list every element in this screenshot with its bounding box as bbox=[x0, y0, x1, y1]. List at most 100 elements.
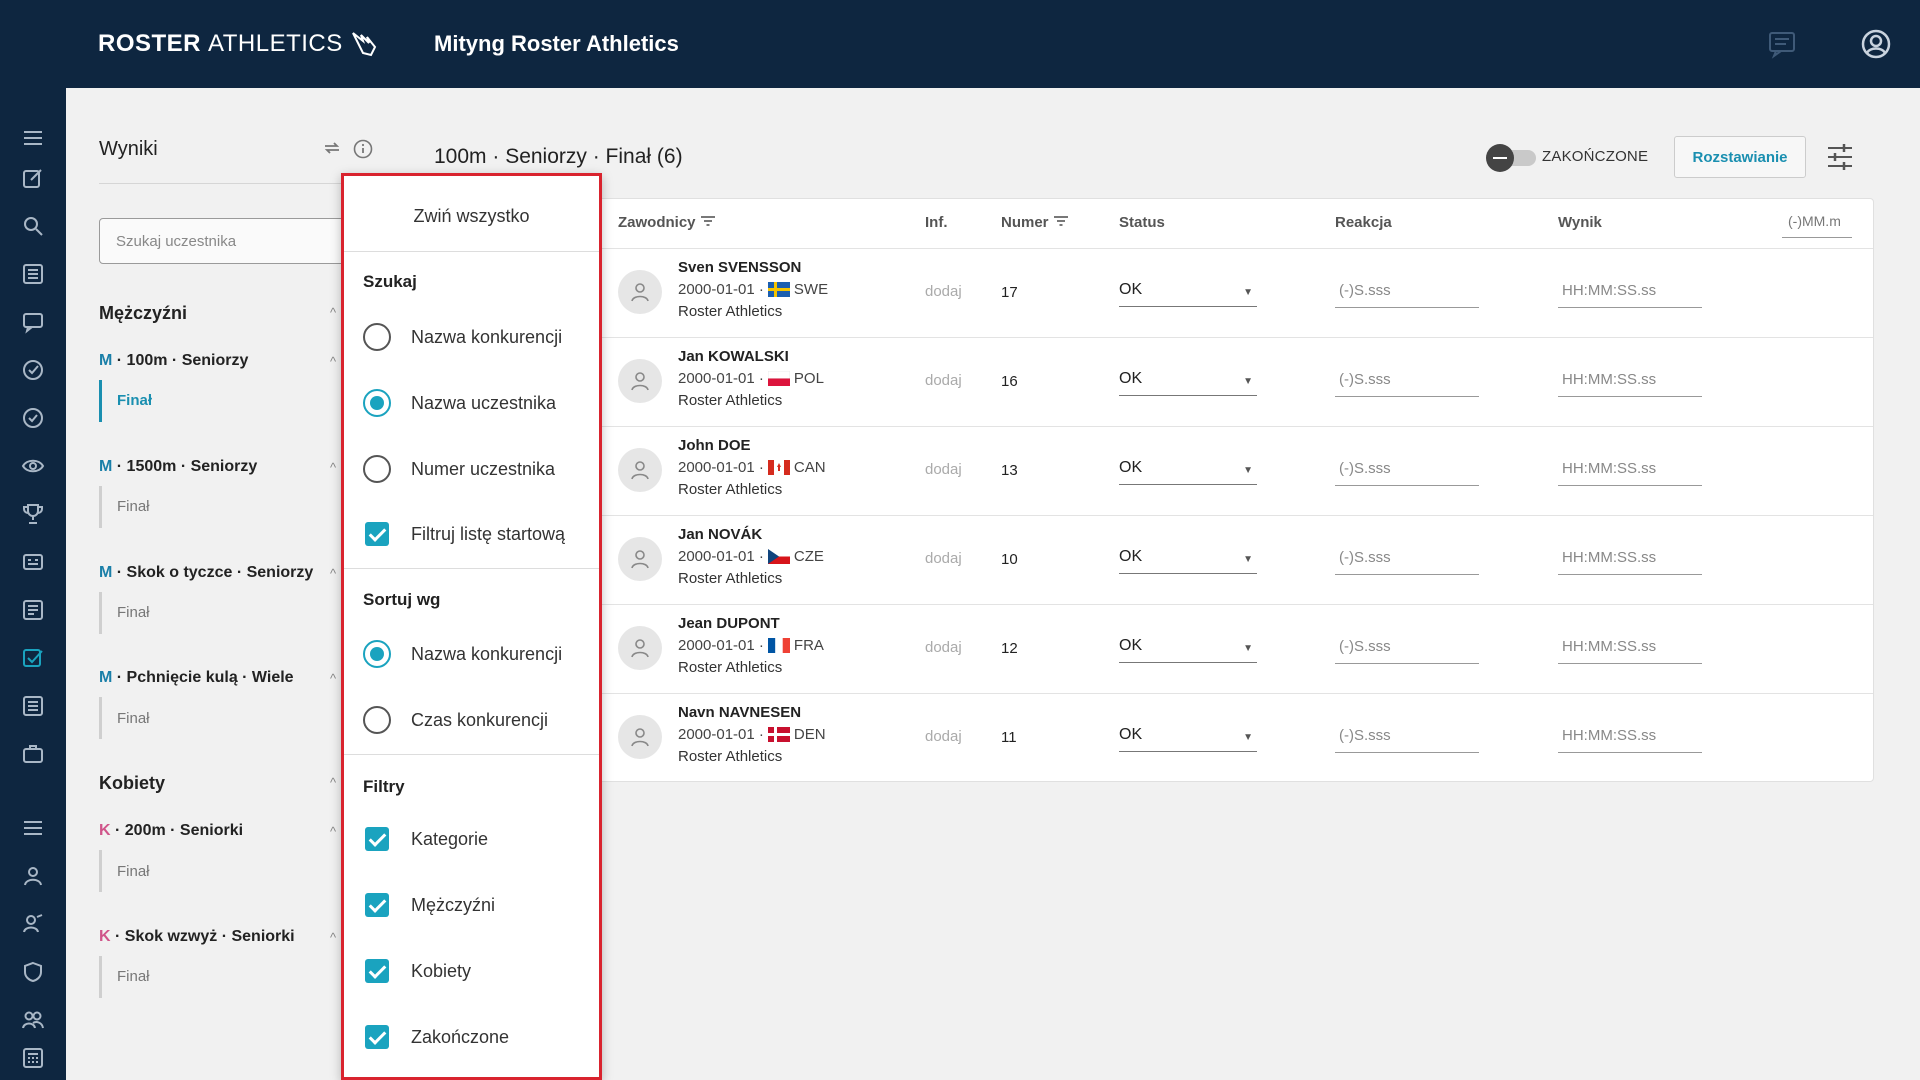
search-icon[interactable] bbox=[21, 214, 45, 238]
chevron-up-icon[interactable]: ^ bbox=[330, 305, 337, 320]
result-input[interactable]: HH:MM:SS.ss bbox=[1558, 638, 1702, 664]
reaction-input[interactable]: (-)S.sss bbox=[1335, 282, 1479, 308]
reaction-input[interactable]: (-)S.sss bbox=[1335, 460, 1479, 486]
chevron-up-icon[interactable]: ^ bbox=[330, 460, 337, 475]
checkbox-checked-icon[interactable] bbox=[365, 1025, 389, 1049]
swap-icon[interactable] bbox=[322, 138, 342, 158]
event-item[interactable]: K · 200m · Seniorki bbox=[99, 822, 243, 840]
brand-logo[interactable]: ROSTER ATHLETICS bbox=[98, 30, 379, 58]
filter-icon[interactable] bbox=[1053, 215, 1069, 227]
checkbox-checked-icon[interactable] bbox=[365, 959, 389, 983]
list-icon[interactable] bbox=[21, 694, 45, 718]
inf-add-link[interactable]: dodaj bbox=[925, 728, 962, 745]
checkbox-checked-icon[interactable] bbox=[365, 893, 389, 917]
collapse-all-button[interactable]: Zwiń wszystko bbox=[344, 176, 599, 252]
status-select[interactable]: OK ▼ bbox=[1119, 370, 1257, 396]
inf-add-link[interactable]: dodaj bbox=[925, 372, 962, 389]
athlete-name[interactable]: Sven SVENSSON bbox=[678, 259, 802, 276]
radio-checked-icon[interactable] bbox=[363, 640, 391, 668]
round-item[interactable]: Finał bbox=[117, 863, 150, 880]
col-athletes-header[interactable]: Zawodnicy bbox=[618, 214, 716, 231]
athlete-name[interactable]: Navn NAVNESEN bbox=[678, 704, 802, 721]
result-input[interactable]: HH:MM:SS.ss bbox=[1558, 727, 1702, 753]
event-item[interactable]: M · Skok o tyczce · Seniorzy bbox=[99, 564, 313, 582]
menu-icon[interactable] bbox=[21, 816, 45, 840]
coach-icon[interactable] bbox=[21, 912, 45, 936]
athlete-name[interactable]: Jean DUPONT bbox=[678, 615, 780, 632]
radio-unchecked-icon[interactable] bbox=[363, 323, 391, 351]
round-item[interactable]: Finał bbox=[117, 498, 150, 515]
eye-icon[interactable] bbox=[21, 454, 45, 478]
radio-unchecked-icon[interactable] bbox=[363, 706, 391, 734]
reaction-input[interactable]: (-)S.sss bbox=[1335, 371, 1479, 397]
search-option[interactable]: Nazwa konkurencji bbox=[363, 322, 562, 352]
status-select[interactable]: OK ▼ bbox=[1119, 726, 1257, 752]
col-number-header[interactable]: Numer bbox=[1001, 214, 1069, 231]
document-icon[interactable] bbox=[21, 598, 45, 622]
avatar[interactable] bbox=[618, 626, 662, 670]
chevron-up-icon[interactable]: ^ bbox=[330, 566, 337, 581]
sort-option[interactable]: Nazwa konkurencji bbox=[363, 639, 562, 669]
avatar[interactable] bbox=[618, 270, 662, 314]
calculator-icon[interactable] bbox=[21, 1046, 45, 1070]
chevron-up-icon[interactable]: ^ bbox=[330, 354, 337, 369]
checkbox-icon[interactable] bbox=[21, 646, 45, 670]
shield-icon[interactable] bbox=[21, 960, 45, 984]
info-icon[interactable] bbox=[352, 138, 374, 160]
group-men[interactable]: Mężczyźni bbox=[99, 303, 188, 323]
round-item[interactable]: Finał bbox=[117, 968, 150, 985]
result-input[interactable]: HH:MM:SS.ss bbox=[1558, 549, 1702, 575]
result-input[interactable]: HH:MM:SS.ss bbox=[1558, 282, 1702, 308]
athlete-name[interactable]: Jan NOVÁK bbox=[678, 526, 763, 543]
sort-option[interactable]: Czas konkurencji bbox=[363, 705, 548, 735]
checkbox-checked-icon[interactable] bbox=[365, 522, 389, 546]
group-icon[interactable] bbox=[21, 1008, 45, 1032]
result-input[interactable]: HH:MM:SS.ss bbox=[1558, 460, 1702, 486]
search-participant-input[interactable]: Szukaj uczestnika bbox=[99, 218, 359, 264]
round-item[interactable]: Finał bbox=[117, 604, 150, 621]
chat-icon[interactable] bbox=[21, 310, 45, 334]
chevron-up-icon[interactable]: ^ bbox=[330, 930, 337, 945]
user-circle-icon[interactable] bbox=[1860, 28, 1892, 60]
list-icon[interactable] bbox=[21, 262, 45, 286]
checkbox-checked-icon[interactable] bbox=[365, 827, 389, 851]
reaction-input[interactable]: (-)S.sss bbox=[1335, 727, 1479, 753]
result-input[interactable]: HH:MM:SS.ss bbox=[1558, 371, 1702, 397]
avatar[interactable] bbox=[618, 715, 662, 759]
check-circle-icon[interactable] bbox=[21, 406, 45, 430]
status-select[interactable]: OK ▼ bbox=[1119, 637, 1257, 663]
round-item[interactable]: Finał bbox=[117, 710, 150, 727]
event-item[interactable]: K · Skok wzwyż · Seniorki bbox=[99, 928, 295, 946]
avatar[interactable] bbox=[618, 537, 662, 581]
filter-option[interactable]: Zakończone bbox=[363, 1022, 509, 1052]
event-item[interactable]: M · 1500m · Seniorzy bbox=[99, 458, 257, 476]
avatar[interactable] bbox=[618, 359, 662, 403]
status-select[interactable]: OK ▼ bbox=[1119, 281, 1257, 307]
athlete-name[interactable]: John DOE bbox=[678, 437, 751, 454]
reaction-input[interactable]: (-)S.sss bbox=[1335, 638, 1479, 664]
chevron-up-icon[interactable]: ^ bbox=[330, 775, 337, 790]
trophy-icon[interactable] bbox=[21, 502, 45, 526]
avatar[interactable] bbox=[618, 448, 662, 492]
inf-add-link[interactable]: dodaj bbox=[925, 639, 962, 656]
inf-add-link[interactable]: dodaj bbox=[925, 283, 962, 300]
search-option[interactable]: Numer uczestnika bbox=[363, 454, 555, 484]
chevron-up-icon[interactable]: ^ bbox=[330, 671, 337, 686]
round-item[interactable]: Finał bbox=[117, 392, 153, 409]
inf-add-link[interactable]: dodaj bbox=[925, 461, 962, 478]
filter-option[interactable]: Kategorie bbox=[363, 824, 488, 854]
event-item[interactable]: M · Pchnięcie kulą · Wiele bbox=[99, 669, 294, 687]
filter-option[interactable]: Kobiety bbox=[363, 956, 471, 986]
unit-input[interactable]: (-)MM.m bbox=[1782, 210, 1852, 238]
menu-icon[interactable] bbox=[21, 126, 45, 150]
person-icon[interactable] bbox=[21, 864, 45, 888]
radio-unchecked-icon[interactable] bbox=[363, 455, 391, 483]
edit-icon[interactable] bbox=[21, 166, 45, 190]
finished-toggle[interactable] bbox=[1486, 144, 1536, 172]
message-icon[interactable] bbox=[1766, 28, 1798, 60]
group-women[interactable]: Kobiety bbox=[99, 773, 166, 793]
reaction-input[interactable]: (-)S.sss bbox=[1335, 549, 1479, 575]
event-item[interactable]: M · 100m · Seniorzy bbox=[99, 352, 248, 370]
scoreboard-icon[interactable] bbox=[21, 550, 45, 574]
status-select[interactable]: OK ▼ bbox=[1119, 459, 1257, 485]
